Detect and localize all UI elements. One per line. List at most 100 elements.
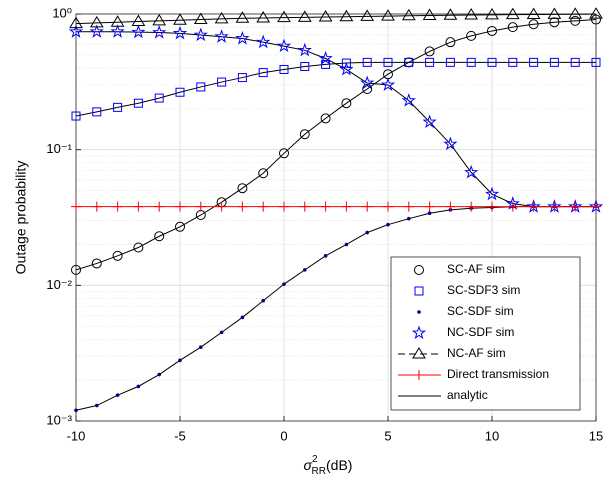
marker [427, 211, 432, 216]
y-axis-label: Outage probability [13, 161, 29, 275]
marker [240, 315, 245, 320]
marker [91, 258, 102, 269]
marker [362, 201, 373, 212]
marker [258, 201, 269, 212]
x-label-unit: (dB) [326, 457, 352, 473]
legend-marker [414, 286, 424, 296]
marker [339, 9, 354, 22]
marker [484, 186, 500, 201]
plot-frame [75, 13, 597, 422]
legend-marker [412, 347, 426, 359]
marker [71, 264, 81, 275]
marker [175, 87, 185, 97]
marker [193, 12, 208, 25]
marker [136, 384, 141, 389]
marker [154, 93, 164, 103]
marker [380, 77, 396, 92]
marker [199, 345, 203, 349]
marker [154, 201, 165, 212]
marker [422, 114, 437, 129]
marker [256, 34, 271, 49]
marker [89, 24, 104, 38]
marker [360, 75, 375, 90]
marker [403, 201, 414, 212]
y-tick-label: 10⁻¹ [46, 141, 72, 156]
marker [154, 231, 165, 242]
marker [360, 9, 375, 21]
marker [323, 254, 328, 258]
legend-box [390, 256, 581, 411]
x-axis-label: σ2 RR(dB) [304, 454, 353, 477]
marker [112, 250, 123, 261]
x-tick-label: 5 [384, 428, 391, 443]
x-tick-label: 10 [485, 428, 499, 443]
marker [404, 57, 414, 67]
marker [381, 9, 395, 21]
marker [219, 330, 224, 335]
marker [89, 15, 104, 28]
marker [445, 57, 455, 67]
series-markers [69, 7, 603, 29]
x-tick-label: -5 [174, 428, 186, 443]
marker [157, 372, 161, 377]
marker [505, 7, 520, 20]
marker [235, 30, 250, 45]
marker [320, 113, 331, 124]
legend-label: analytic [447, 388, 488, 402]
marker [279, 201, 289, 212]
marker [152, 25, 167, 39]
marker [131, 14, 146, 27]
marker [549, 201, 560, 212]
marker [68, 24, 84, 38]
marker [591, 201, 601, 212]
marker [383, 201, 393, 212]
x-tick-label: 0 [280, 428, 287, 443]
marker [299, 129, 310, 140]
marker [401, 8, 416, 21]
marker [383, 57, 393, 67]
marker [466, 201, 477, 212]
marker [237, 201, 248, 212]
marker [195, 201, 206, 212]
marker [570, 57, 580, 67]
marker [193, 27, 208, 42]
marker [196, 82, 206, 92]
marker [339, 61, 354, 76]
marker [303, 268, 307, 272]
marker [344, 242, 349, 247]
marker [422, 8, 437, 20]
marker [464, 8, 479, 20]
marker [318, 50, 333, 65]
marker [528, 201, 539, 212]
marker [424, 46, 435, 57]
marker [526, 7, 541, 20]
marker [507, 22, 518, 33]
marker [320, 201, 331, 212]
x-label-sup: 2 [312, 454, 318, 465]
marker [214, 29, 229, 43]
marker [362, 84, 373, 95]
marker [133, 242, 144, 253]
marker [258, 168, 269, 179]
marker [110, 24, 125, 38]
legend-label: Direct transmission [447, 367, 549, 381]
marker [300, 62, 310, 72]
marker [589, 7, 603, 19]
marker [178, 358, 182, 363]
marker [237, 183, 248, 194]
marker [485, 7, 499, 20]
marker [547, 7, 562, 19]
marker [71, 111, 81, 121]
legend-label: SC-SDF sim [447, 304, 514, 318]
marker [112, 201, 123, 212]
marker [175, 221, 185, 232]
legend-marker [414, 265, 424, 275]
marker [95, 403, 99, 408]
legend-marker [414, 370, 424, 380]
x-tick-label: -10 [67, 428, 86, 443]
x-tick-label: 15 [589, 428, 603, 443]
marker [172, 25, 188, 40]
x-label-sub: RR [312, 466, 326, 477]
marker [407, 216, 411, 221]
